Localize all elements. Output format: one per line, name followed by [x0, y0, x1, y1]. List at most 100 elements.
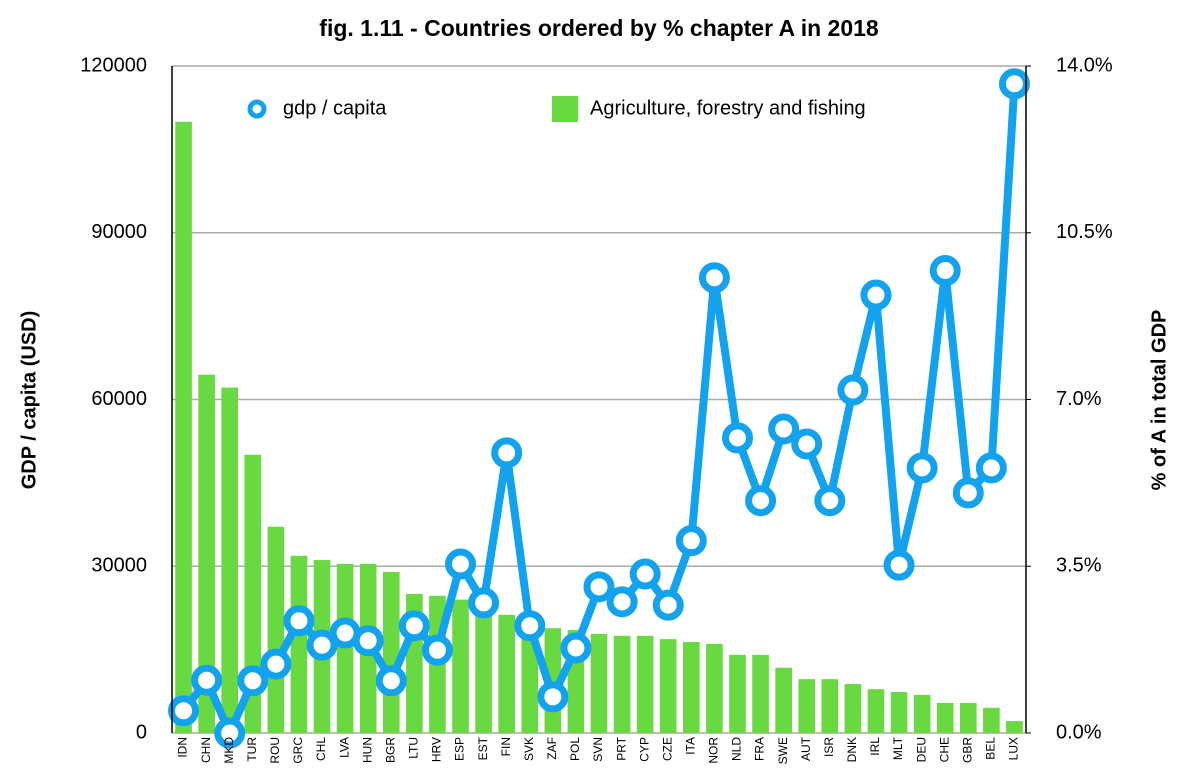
marker [421, 634, 453, 666]
marker [191, 664, 223, 696]
x-tick-label: DEU [914, 737, 928, 762]
bar [798, 679, 816, 733]
marker [652, 589, 684, 621]
bar [198, 374, 215, 733]
bar [475, 604, 492, 733]
x-tick-label: NLD [730, 737, 744, 761]
legend-swatch [552, 96, 578, 122]
bar [913, 694, 931, 733]
marker [606, 586, 638, 618]
marker [306, 629, 338, 661]
y-tick-label: 60000 [91, 388, 147, 410]
marker [675, 525, 707, 557]
x-tick-label: CYP [637, 737, 651, 762]
bar [498, 614, 515, 733]
bar [290, 555, 308, 733]
marker [491, 437, 523, 469]
bar [821, 679, 839, 733]
marker [283, 605, 315, 637]
bar [890, 692, 908, 733]
bar [452, 599, 469, 733]
x-tick-label: ISR [822, 737, 836, 757]
bar [844, 683, 862, 733]
marker [698, 262, 730, 294]
marker [237, 665, 269, 697]
x-tick-label: DNK [845, 737, 859, 762]
bar [683, 642, 700, 733]
marker [837, 374, 869, 406]
bar [1006, 721, 1023, 733]
x-tick-label: SVK [522, 737, 536, 761]
x-tick-label: POL [568, 737, 582, 761]
y2-tick-label: 0.0% [1056, 721, 1102, 743]
bar [706, 643, 723, 733]
y-tick-label: 0 [136, 721, 147, 743]
x-tick-label: LTU [407, 737, 421, 759]
x-tick-label: AUT [799, 736, 813, 761]
bar [382, 571, 400, 733]
legend-marker [247, 99, 267, 119]
marker [260, 648, 292, 680]
x-tick-label: MKD [222, 737, 236, 764]
marker [768, 413, 800, 445]
x-tick-label: ZAF [545, 737, 559, 760]
marker [214, 717, 246, 749]
y2-tick-label: 7.0% [1056, 388, 1102, 410]
x-tick-label: HUN [360, 737, 374, 763]
x-tick-label: FIN [499, 737, 513, 756]
y2-tick-label: 3.5% [1056, 555, 1102, 577]
y-tick-label: 120000 [80, 54, 147, 76]
x-tick-label: LVA [337, 737, 351, 758]
marker [883, 549, 915, 581]
bar [936, 702, 954, 733]
bar [613, 635, 631, 733]
y2-tick-label: 14.0% [1056, 54, 1113, 76]
x-tick-label: MLT [891, 736, 905, 760]
marker [952, 477, 984, 509]
marker [998, 68, 1030, 100]
marker [906, 452, 938, 484]
marker [514, 610, 546, 642]
bar [636, 635, 654, 733]
y-tick-label: 30000 [91, 555, 147, 577]
x-tick-label: ROU [268, 737, 282, 764]
marker [398, 610, 430, 642]
x-tick-label: HRV [430, 737, 444, 762]
x-tick-label: SWE [776, 737, 790, 764]
marker [560, 632, 592, 664]
x-tick-label: TUR [245, 737, 259, 762]
bar [752, 654, 769, 733]
x-tick-label: CHL [314, 737, 328, 761]
bar [959, 702, 977, 733]
x-tick-label: GBR [960, 737, 974, 763]
marker [468, 587, 500, 619]
x-tick-label: EST [476, 736, 490, 760]
marker [352, 625, 384, 657]
bar [590, 633, 608, 733]
x-tick-label: NOR [707, 737, 721, 764]
bar [221, 387, 239, 733]
bar [867, 689, 885, 733]
y2-axis-label: % of A in total GDP [1148, 310, 1170, 491]
x-tick-label: SVN [591, 737, 605, 762]
x-tick-label: BEL [984, 737, 998, 760]
marker [629, 558, 661, 590]
legend-label: Agriculture, forestry and fishing [590, 97, 866, 119]
x-tick-label: BGR [383, 737, 397, 763]
chart-title: fig. 1.11 - Countries ordered by % chapt… [319, 15, 879, 41]
legend-label: gdp / capita [283, 97, 387, 119]
bar [175, 121, 192, 734]
marker [791, 428, 823, 460]
marker [814, 485, 846, 517]
marker [860, 279, 892, 311]
x-tick-label: IDN [176, 737, 190, 758]
x-tick-label: IRL [868, 737, 882, 756]
marker [721, 422, 753, 454]
marker [583, 571, 615, 603]
y-tick-label: 90000 [91, 221, 147, 243]
x-tick-label: FRA [753, 737, 767, 761]
x-tick-label: GRC [291, 737, 305, 764]
marker [537, 681, 569, 713]
